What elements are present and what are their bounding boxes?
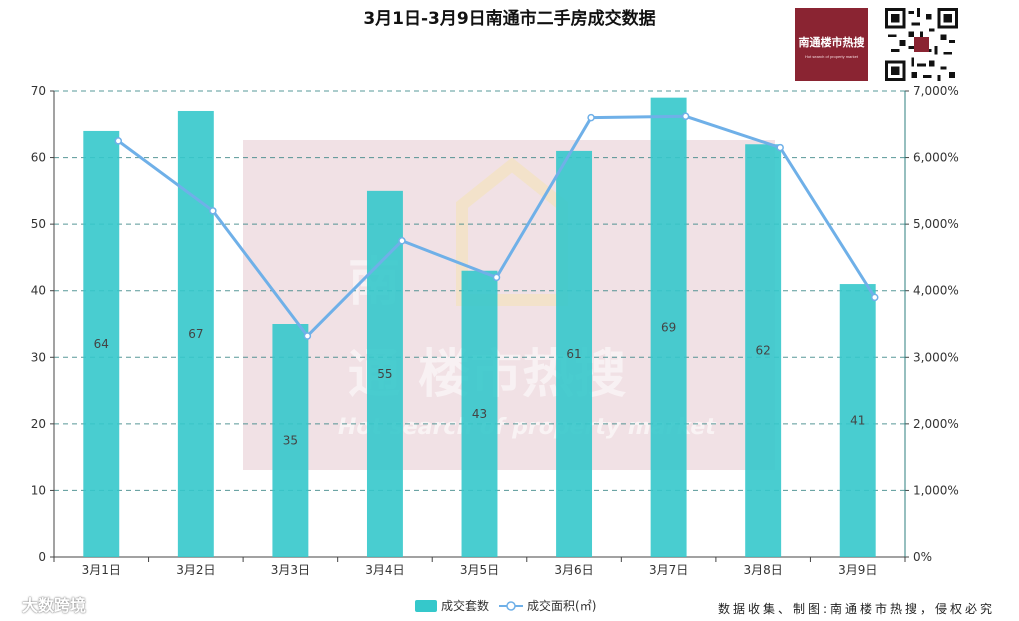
corner-watermark: 大数跨境 <box>22 596 87 615</box>
qr-code-icon <box>885 8 958 81</box>
y-left-tick-label: 0 <box>38 550 46 564</box>
legend-item-bar[interactable]: 成交套数 <box>415 597 489 614</box>
x-tick-label: 3月1日 <box>82 563 121 577</box>
bar-value-label: 43 <box>472 407 487 421</box>
watermark-house-icon <box>456 157 568 306</box>
y-right-tick-label: 7,000% <box>913 84 959 98</box>
x-tick-label: 3月6日 <box>554 563 593 577</box>
bar <box>461 270 498 557</box>
bar-value-label: 62 <box>756 344 771 358</box>
y-left-tick-label: 60 <box>31 151 46 165</box>
line-point <box>398 237 406 245</box>
footer-credit: 数据收集、制图:南通楼市热搜，侵权必究 <box>717 602 995 616</box>
x-tick-label: 3月8日 <box>744 563 783 577</box>
x-tick-label: 3月9日 <box>838 563 877 577</box>
legend-line-swatch <box>499 600 524 611</box>
bar-value-label: 35 <box>283 434 298 448</box>
logo-subtitle: Hot search of property market <box>805 54 858 59</box>
y-right-tick-label: 1,000% <box>913 483 959 497</box>
chart-legend: 成交套数 成交面积(㎡) <box>415 597 596 614</box>
line-point <box>209 207 217 215</box>
bar-value-label: 55 <box>377 367 392 381</box>
y-left-tick-label: 10 <box>31 483 46 497</box>
bar-value-label: 41 <box>850 414 865 428</box>
bar <box>83 130 120 557</box>
x-tick-label: 3月3日 <box>271 563 310 577</box>
bar-value-label: 69 <box>661 320 676 334</box>
bar-value-label: 67 <box>188 327 203 341</box>
y-left-tick-label: 70 <box>31 84 46 98</box>
y-right-tick-label: 2,000% <box>913 417 959 431</box>
chart-title: 3月1日-3月9日南通市二手房成交数据 <box>363 9 656 29</box>
brand-logo[interactable]: 南通楼市热搜 Hot search of property market <box>795 8 868 81</box>
y-right-tick-label: 5,000% <box>913 217 959 231</box>
bar-value-label: 61 <box>566 347 581 361</box>
line-point <box>870 293 879 302</box>
line-point <box>681 112 690 121</box>
y-right-tick-label: 3,000% <box>913 350 959 364</box>
x-tick-label: 3月5日 <box>460 563 499 577</box>
bar <box>839 284 876 557</box>
bar <box>366 190 403 557</box>
y-left-tick-label: 50 <box>31 217 46 231</box>
legend-bar-label: 成交套数 <box>441 599 490 613</box>
y-right-tick-label: 4,000% <box>913 284 959 298</box>
line-point <box>114 137 123 145</box>
legend-item-line[interactable]: 成交面积(㎡) <box>499 597 596 614</box>
bar <box>650 97 687 558</box>
bar <box>272 324 309 557</box>
y-left-tick-label: 30 <box>31 350 46 364</box>
bar <box>745 144 782 557</box>
bar <box>556 150 593 557</box>
bar <box>177 110 214 557</box>
y-left-tick-label: 20 <box>31 417 46 431</box>
y-left-tick-label: 40 <box>31 284 46 298</box>
logo-text: 南通楼市热搜 <box>798 36 865 49</box>
y-right-tick-label: 6,000% <box>913 151 959 165</box>
x-tick-label: 3月2日 <box>176 563 215 577</box>
line-point <box>303 332 312 340</box>
legend-bar-swatch <box>415 599 437 612</box>
bar-value-label: 64 <box>94 337 109 351</box>
line-point <box>492 273 501 282</box>
x-tick-label: 3月4日 <box>365 563 404 577</box>
x-tick-label: 3月7日 <box>649 563 688 577</box>
legend-line-label: 成交面积(㎡) <box>527 599 597 613</box>
line-point <box>587 113 595 122</box>
line-point <box>776 143 784 152</box>
y-right-tick-label: 0% <box>913 550 932 564</box>
